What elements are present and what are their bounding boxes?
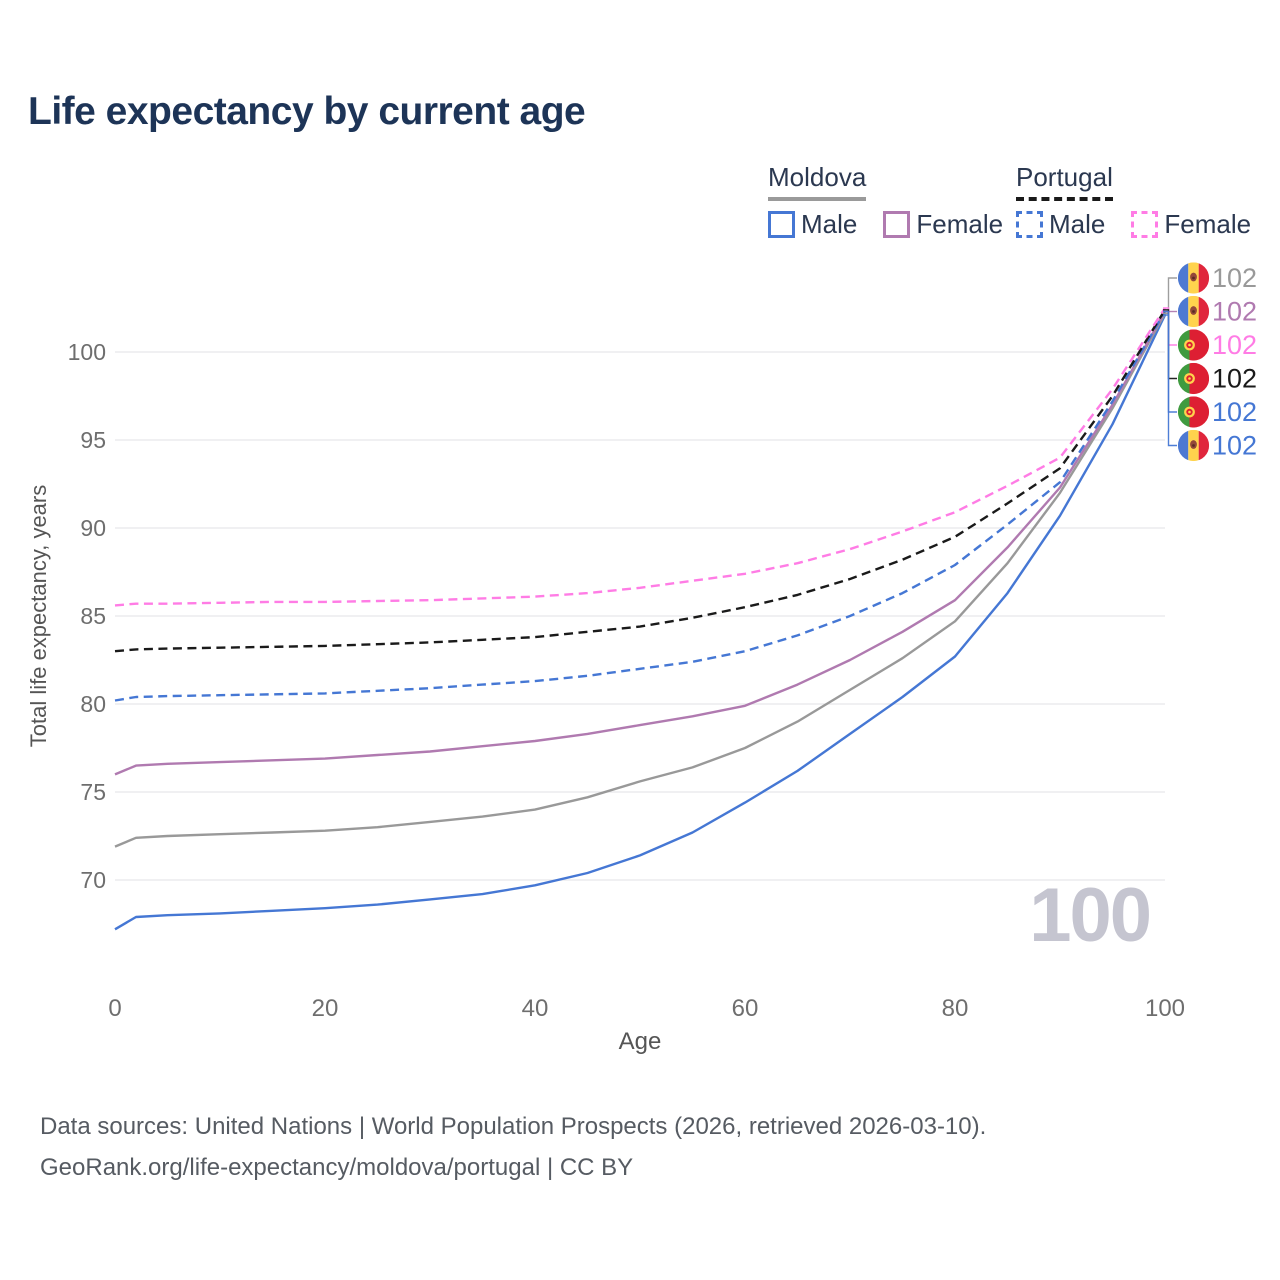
- legend-label-moldova-male: Male: [801, 209, 858, 239]
- footer-attribution: GeoRank.org/life-expectancy/moldova/port…: [40, 1154, 634, 1181]
- flag-moldova-icon: [1177, 295, 1210, 328]
- legend-group-moldova: Moldova Male Female: [768, 162, 1003, 240]
- legend-swatch-moldova-male-icon: [768, 211, 795, 238]
- end-label-value-portugal-female: 102: [1212, 330, 1257, 360]
- end-label-connector-moldova-male: [1163, 314, 1177, 447]
- y-tick-label-80: 80: [80, 691, 106, 717]
- y-tick-label-85: 85: [80, 603, 106, 629]
- x-tick-label-0: 0: [108, 995, 121, 1022]
- legend-country-portugal: Portugal: [1016, 162, 1113, 201]
- end-label-value-moldova-total: 102: [1212, 263, 1257, 293]
- y-tick-label-75: 75: [80, 779, 106, 805]
- y-axis-label: Total life expectancy, years: [26, 485, 51, 748]
- end-label-connector-moldova-total: [1163, 277, 1177, 314]
- x-axis-label: Age: [619, 1028, 662, 1055]
- series-line-moldova-total[interactable]: [114, 312, 1167, 848]
- legend-swatch-portugal-female-icon: [1131, 211, 1159, 238]
- y-tick-label-90: 90: [80, 515, 106, 541]
- series-line-portugal-female[interactable]: [114, 307, 1167, 607]
- x-tick-label-80: 80: [942, 995, 969, 1022]
- age-counter-watermark: 100: [1029, 873, 1150, 958]
- x-tick-label-40: 40: [522, 995, 549, 1022]
- legend-item-moldova-male[interactable]: Male: [768, 209, 857, 240]
- y-tick-label-70: 70: [80, 867, 106, 893]
- x-tick-label-60: 60: [732, 995, 759, 1022]
- end-label-value-moldova-male: 102: [1212, 431, 1257, 461]
- y-tick-label-95: 95: [80, 427, 106, 453]
- flag-portugal-icon: [1177, 396, 1210, 428]
- footer-data-sources: Data sources: United Nations | World Pop…: [40, 1113, 987, 1140]
- footer: Data sources: United Nations | World Pop…: [40, 1106, 986, 1188]
- y-tick-label-100: 100: [68, 339, 106, 365]
- legend-item-portugal-male[interactable]: Male: [1016, 209, 1105, 240]
- series-line-portugal-male[interactable]: [114, 310, 1167, 702]
- legend-item-portugal-female[interactable]: Female: [1131, 209, 1251, 240]
- chart-title: Life expectancy by current age: [28, 90, 586, 133]
- legend-label-moldova-female: Female: [916, 209, 1004, 239]
- legend-country-moldova: Moldova: [768, 162, 867, 201]
- x-tick-label-20: 20: [312, 995, 339, 1022]
- flag-portugal-icon: [1177, 362, 1210, 395]
- series-line-moldova-female[interactable]: [114, 310, 1167, 776]
- flag-moldova-icon: [1177, 262, 1210, 294]
- flag-portugal-icon: [1177, 329, 1210, 361]
- legend-label-portugal-female: Female: [1164, 209, 1252, 239]
- legend-label-portugal-male: Male: [1049, 209, 1106, 239]
- series-line-portugal-total[interactable]: [114, 309, 1167, 653]
- end-label-value-portugal-total: 102: [1212, 364, 1257, 394]
- legend-swatch-moldova-female-icon: [883, 211, 911, 238]
- end-label-connector-portugal-total: [1163, 309, 1177, 380]
- series-line-moldova-male[interactable]: [114, 314, 1167, 931]
- x-tick-label-100: 100: [1145, 995, 1185, 1022]
- end-label-value-portugal-male: 102: [1212, 397, 1257, 427]
- legend-group-portugal: Portugal Male Female: [1016, 162, 1251, 240]
- end-label-connector-portugal-male: [1163, 310, 1177, 413]
- legend-swatch-portugal-male-icon: [1016, 211, 1043, 238]
- legend-item-moldova-female[interactable]: Female: [883, 209, 1003, 240]
- flag-moldova-icon: [1177, 429, 1210, 462]
- end-label-value-moldova-female: 102: [1212, 297, 1257, 327]
